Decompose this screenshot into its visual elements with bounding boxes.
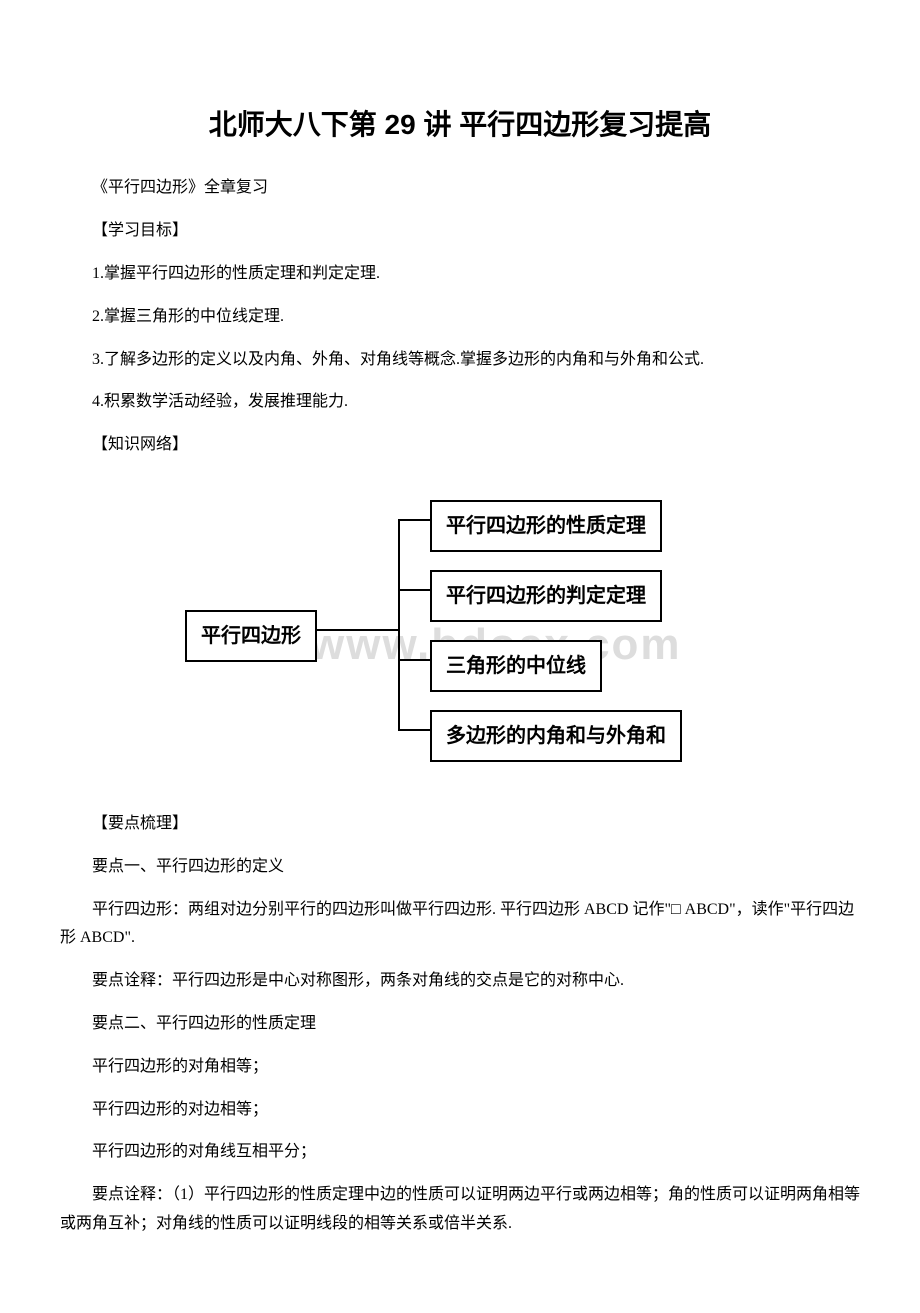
goals-heading: 【学习目标】	[60, 217, 860, 246]
connector-stem-h	[315, 629, 400, 631]
point2-c: 平行四边形的对角线互相平分；	[60, 1138, 860, 1167]
goal-item: 2.掌握三角形的中位线定理.	[60, 303, 860, 332]
connector-h2	[398, 589, 430, 591]
points-heading: 【要点梳理】	[60, 810, 860, 839]
point2-note: 要点诠释：（1）平行四边形的性质定理中边的性质可以证明两边平行或两边相等；角的性…	[60, 1181, 860, 1239]
page-title: 北师大八下第 29 讲 平行四边形复习提高	[60, 100, 860, 150]
goal-item: 1.掌握平行四边形的性质定理和判定定理.	[60, 260, 860, 289]
point2-a: 平行四边形的对角相等；	[60, 1053, 860, 1082]
point2-heading: 要点二、平行四边形的性质定理	[60, 1010, 860, 1039]
connector-h4	[398, 729, 430, 731]
goal-item: 3.了解多边形的定义以及内角、外角、对角线等概念.掌握多边形的内角和与外角和公式…	[60, 346, 860, 375]
network-heading: 【知识网络】	[60, 431, 860, 460]
point1-heading: 要点一、平行四边形的定义	[60, 853, 860, 882]
node-branch-2: 平行四边形的判定定理	[430, 570, 662, 622]
node-branch-3: 三角形的中位线	[430, 640, 602, 692]
connector-h3	[398, 659, 430, 661]
goal-item: 4.积累数学活动经验，发展推理能力.	[60, 388, 860, 417]
node-root: 平行四边形	[185, 610, 317, 662]
node-branch-1: 平行四边形的性质定理	[430, 500, 662, 552]
point1-body: 平行四边形：两组对边分别平行的四边形叫做平行四边形. 平行四边形 ABCD 记作…	[60, 896, 860, 954]
point2-b: 平行四边形的对边相等；	[60, 1096, 860, 1125]
subtitle: 《平行四边形》全章复习	[60, 174, 860, 203]
node-branch-4: 多边形的内角和与外角和	[430, 710, 682, 762]
knowledge-network-diagram: www.bdocx.com 平行四边形 平行四边形的性质定理 平行四边形的判定定…	[60, 480, 860, 780]
connector-h1	[398, 519, 430, 521]
connector-stem-v	[398, 519, 400, 731]
point1-note: 要点诠释：平行四边形是中心对称图形，两条对角线的交点是它的对称中心.	[60, 967, 860, 996]
